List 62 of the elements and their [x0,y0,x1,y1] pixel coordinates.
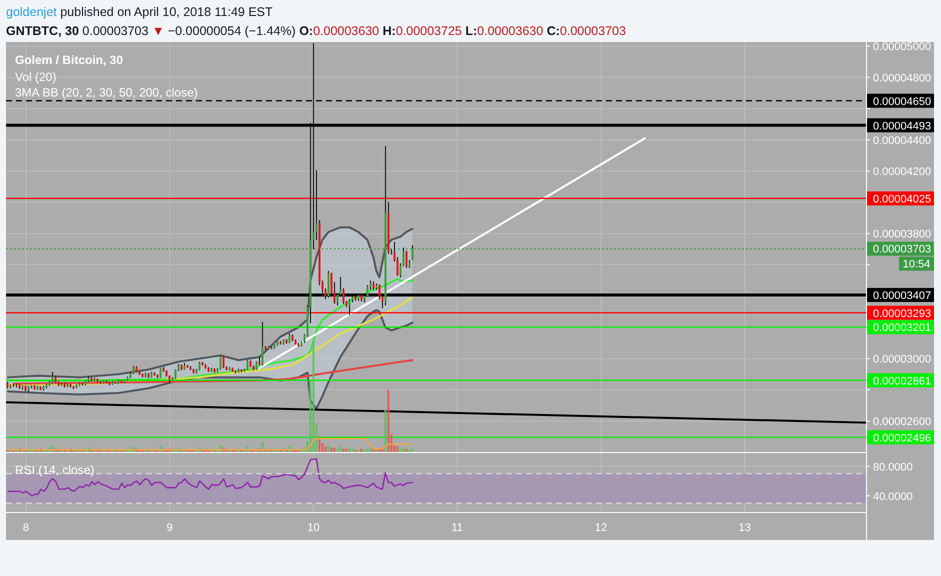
x-tick-label: 11 [452,522,463,534]
text: Golem / Bitcoin, 30 [15,53,124,67]
bar [312,341,315,452]
ref-line-label: 0.00004025 [873,193,932,206]
y-tick-label: 0.00003800 [873,228,932,241]
bar [384,410,386,452]
y-tick-label: 0.00004200 [873,166,932,178]
ref-line-label: 0.00004650 [873,96,932,108]
bar [327,445,330,452]
bar [411,448,414,452]
annotation: 3MA BB (20, 2, 30, 50, 200, close) [15,86,198,100]
line-series [7,458,413,496]
bar [360,448,362,452]
y-tick-label: 0.00004400 [873,134,932,147]
ref-line-label: 0.00003703 [873,244,932,256]
text: GNTBTC, 30 [6,24,79,38]
line-series [6,309,414,410]
y-tick-label: 0.00003000 [873,354,932,366]
bar [402,448,404,452]
x-tick-label: 8 [22,522,30,534]
bar [396,446,398,452]
ref-line-label: 0.00003293 [873,308,932,320]
ref-line-label: 0.00004493 [873,120,932,132]
bar [405,448,408,452]
bar [399,448,402,452]
y-tick-label: 0.00005000 [873,41,932,54]
bar [345,448,348,452]
text: O:0.00003630 H:0.00003725 L:0.00003630 C:0.00003703 [299,24,626,38]
y-tick-label: 40.0000 [873,490,913,503]
text: 10:54 [902,258,930,271]
bar [387,390,390,452]
bar [348,448,350,452]
text: 0.00003703 [82,24,149,38]
chart-subtitle: goldenjet published on April 10, 2018 11:49 EST [6,5,274,19]
ref-line-label: 0.00002861 [873,375,932,388]
bar [369,448,372,452]
line-series [6,278,414,382]
bar [336,448,338,452]
chart-title: Vol (20) [15,70,56,84]
bar [333,448,336,452]
bar [366,448,368,452]
y-tick-label: 0.00002600 [873,416,932,428]
ref-line-label: 0.00002496 [873,432,932,444]
text: ▼ [152,24,164,38]
ref-line-label: 0.00003201 [873,322,932,334]
text: −0.00000054 (−1.44%) [168,24,296,38]
line-series [6,226,414,378]
x-tick-label: 9 [166,522,173,534]
text: RSI (14, close) [15,463,94,477]
ref-line-label: 0.00003407 [873,290,932,302]
bar [342,448,344,452]
line-series [6,296,414,386]
y-tick-label: 80.0000 [873,461,913,474]
x-tick-label: 13 [738,522,751,534]
x-tick-label: 10 [307,522,320,534]
line-series [12,359,414,385]
bar [330,448,332,452]
bar [324,446,326,452]
bar [339,446,342,452]
bar [351,448,354,452]
x-tick-label: 12 [594,522,608,534]
y-tick-label: 0.00004800 [873,72,932,84]
